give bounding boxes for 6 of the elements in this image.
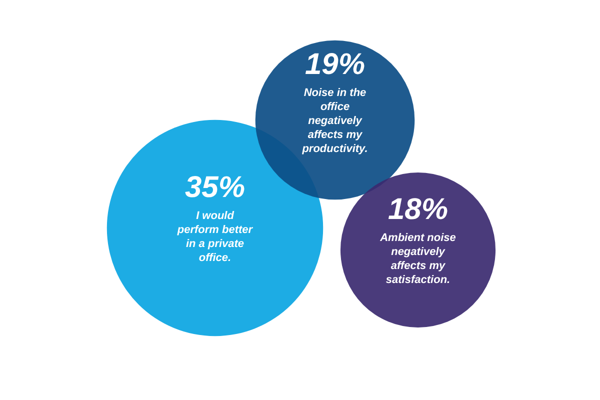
category-label: Noise in the office negatively affects my productivity. bbox=[301, 87, 368, 155]
category-label: Ambient noise negatively affects my satisfaction. bbox=[379, 232, 456, 286]
data-label: 18% bbox=[388, 193, 448, 226]
data-label: 35% bbox=[184, 171, 246, 204]
category-label: I would perform better in a private office. bbox=[176, 210, 254, 264]
data-label: 19% bbox=[304, 48, 366, 81]
